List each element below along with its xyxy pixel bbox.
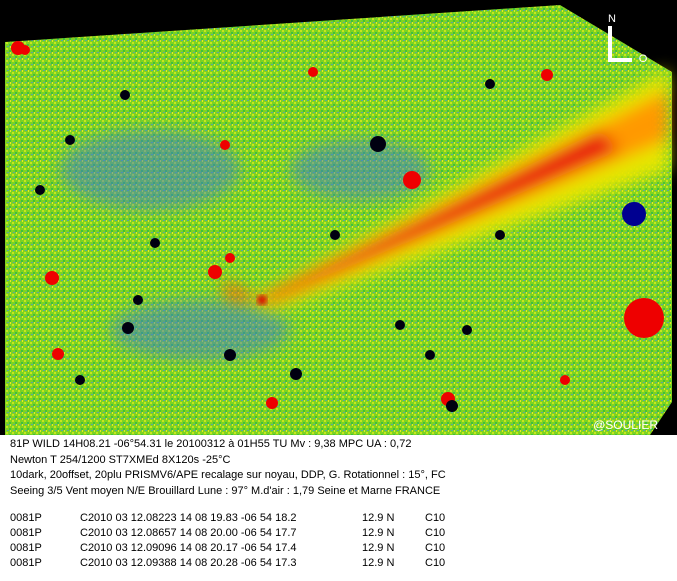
- sky-field: [5, 5, 672, 435]
- table-cell: 0081P: [10, 512, 42, 524]
- caption-line: Seeing 3/5 Vent moyen N/E Brouillard Lun…: [10, 484, 441, 497]
- table-cell: 0081P: [10, 557, 42, 569]
- caption-line: 81P WILD 14H08.21 -06°54.31 le 20100312 …: [10, 438, 412, 450]
- comet-tail: [220, 70, 668, 310]
- stars: [11, 41, 664, 412]
- table-cell: C10: [425, 542, 446, 554]
- table-cell: C10: [425, 512, 446, 524]
- table-cell: 0081P: [10, 527, 42, 539]
- credit: @SOULIER: [593, 418, 658, 432]
- table-cell: 12.9 N: [362, 542, 395, 554]
- west-label: O: [639, 53, 648, 65]
- table-cell: 12.9 N: [362, 527, 395, 539]
- caption-line: Newton T 254/1200 ST7XMEd 8X120s -25°C: [10, 453, 231, 466]
- nucleus: [257, 295, 267, 305]
- north-arrow: [608, 26, 632, 62]
- caption-line: 10dark, 20offset, 20plu PRISMV6/APE reca…: [10, 469, 446, 481]
- table-cell: 0081P: [10, 542, 42, 554]
- north-label: N: [608, 13, 616, 25]
- blue-halos: [60, 130, 430, 360]
- table-cell: C2010 03 12.09096 14 08 20.17 -06 54 17.…: [80, 542, 297, 554]
- table-cell: C2010 03 12.08223 14 08 19.83 -06 54 18.…: [80, 512, 297, 524]
- table-cell: C2010 03 12.09388 14 08 20.28 -06 54 17.…: [80, 557, 297, 569]
- table-cell: 12.9 N: [362, 557, 395, 569]
- comet-image: N O @SOULIER: [0, 0, 677, 435]
- table-cell: 12.9 N: [362, 512, 395, 524]
- table-cell: C10: [425, 557, 446, 569]
- table-cell: C10: [425, 527, 446, 539]
- table-cell: C2010 03 12.08657 14 08 20.00 -06 54 17.…: [80, 527, 297, 539]
